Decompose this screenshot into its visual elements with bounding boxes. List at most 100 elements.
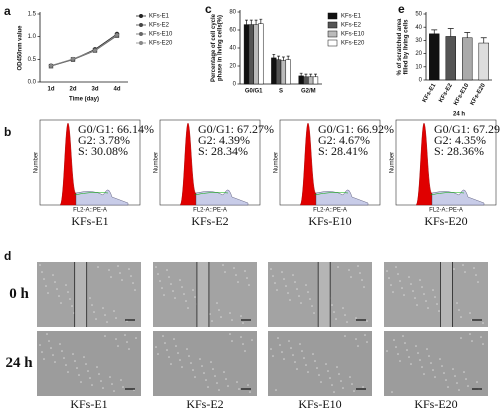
phase-stat: G0/G1: 67.27% [198,122,274,136]
cell-speck [170,363,172,365]
cell-speck [104,314,106,316]
cell-speck [289,299,291,301]
cell-speck [361,279,363,281]
cell-speck [327,370,329,372]
legend-marker [139,32,143,36]
cell-speck [108,269,110,271]
x-tick-label: S [279,89,283,95]
cell-speck [403,294,405,296]
cell-speck [67,291,69,293]
cell-speck [43,358,45,360]
cell-speck [307,371,309,373]
cell-speck [399,280,401,282]
cell-speck [157,353,159,355]
cell-speck [458,389,460,391]
cell-speck [237,281,239,283]
cell-speck [462,264,464,266]
cell-speck [428,355,430,357]
legend-marker [139,23,143,27]
cell-speck [397,273,399,275]
cell-speck [225,378,227,380]
cell-speck [54,361,56,363]
cell-speck [172,290,174,292]
cell-speck [362,386,364,388]
sample-label: KFs-E20 [424,214,467,228]
cell-speck [80,381,82,383]
fit-line [429,192,465,196]
cell-speck [432,289,434,291]
cell-speck [162,335,164,337]
cell-speck [453,268,455,270]
cell-speck [456,302,458,304]
bar [445,36,456,81]
cell-speck [475,274,477,276]
cell-speck [185,300,187,302]
cell-speck [301,350,303,352]
cell-speck [351,383,353,385]
error-bar [259,18,263,24]
x-tick-label: KFs-E1 [422,82,438,103]
marker [92,48,98,53]
cell-speck [288,340,290,342]
cell-speck [357,345,359,347]
y-tick-label: 0.0 [28,80,37,86]
error-bar [281,56,285,61]
cell-speck [355,338,357,340]
bar [303,76,309,85]
bar [243,24,250,85]
cell-speck [395,266,397,268]
cell-speck [48,340,50,342]
cell-speck [71,305,73,307]
cell-speck [421,366,423,368]
bar [248,24,254,85]
panel-letter: e [398,2,405,16]
scratch-image [37,331,141,396]
cell-speck [447,386,449,388]
cell-speck [109,376,111,378]
cell-speck [175,345,177,347]
cell-speck [445,379,447,381]
cell-speck [363,286,365,288]
cell-speck [275,389,277,391]
cell-speck [235,274,237,276]
error-bar [464,32,471,38]
bar [285,59,291,85]
cell-speck [366,320,368,322]
cell-speck [187,307,189,309]
cell-speck [290,347,292,349]
error-bar [277,55,281,60]
y-axis-label: Percentage of cell cycle [211,13,217,82]
cell-speck [348,269,350,271]
cell-speck [402,335,404,337]
g1-peak [415,122,433,206]
x-axis-label: 24 h [453,112,465,118]
cell-speck [333,311,335,313]
cell-speck [218,309,220,311]
bar [298,75,304,85]
bar [312,76,319,85]
cell-speck [436,303,438,305]
cell-speck [438,310,440,312]
error-bar [480,37,487,44]
fit-line [313,192,349,196]
cell-speck [270,348,272,350]
marker [70,56,76,62]
axis-label: FL2-A::PE-A [73,208,107,214]
cell-speck [211,320,213,322]
cell-speck [67,371,69,373]
cell-speck [39,264,41,266]
cell-speck [58,295,60,297]
cell-speck [473,267,475,269]
cell-speck [325,363,327,365]
cell-speck [482,343,484,345]
cell-speck [417,352,419,354]
phase-stat: G0/G1: 66.92% [318,122,394,136]
cell-speck [423,373,425,375]
y-axis-label: OD450nm value [18,25,24,71]
cell-speck [318,374,320,376]
cell-speck [168,356,170,358]
cell-speck [469,333,471,335]
cell-speck [168,276,170,278]
x-tick-label: 1d [47,87,54,93]
cell-speck [430,362,432,364]
